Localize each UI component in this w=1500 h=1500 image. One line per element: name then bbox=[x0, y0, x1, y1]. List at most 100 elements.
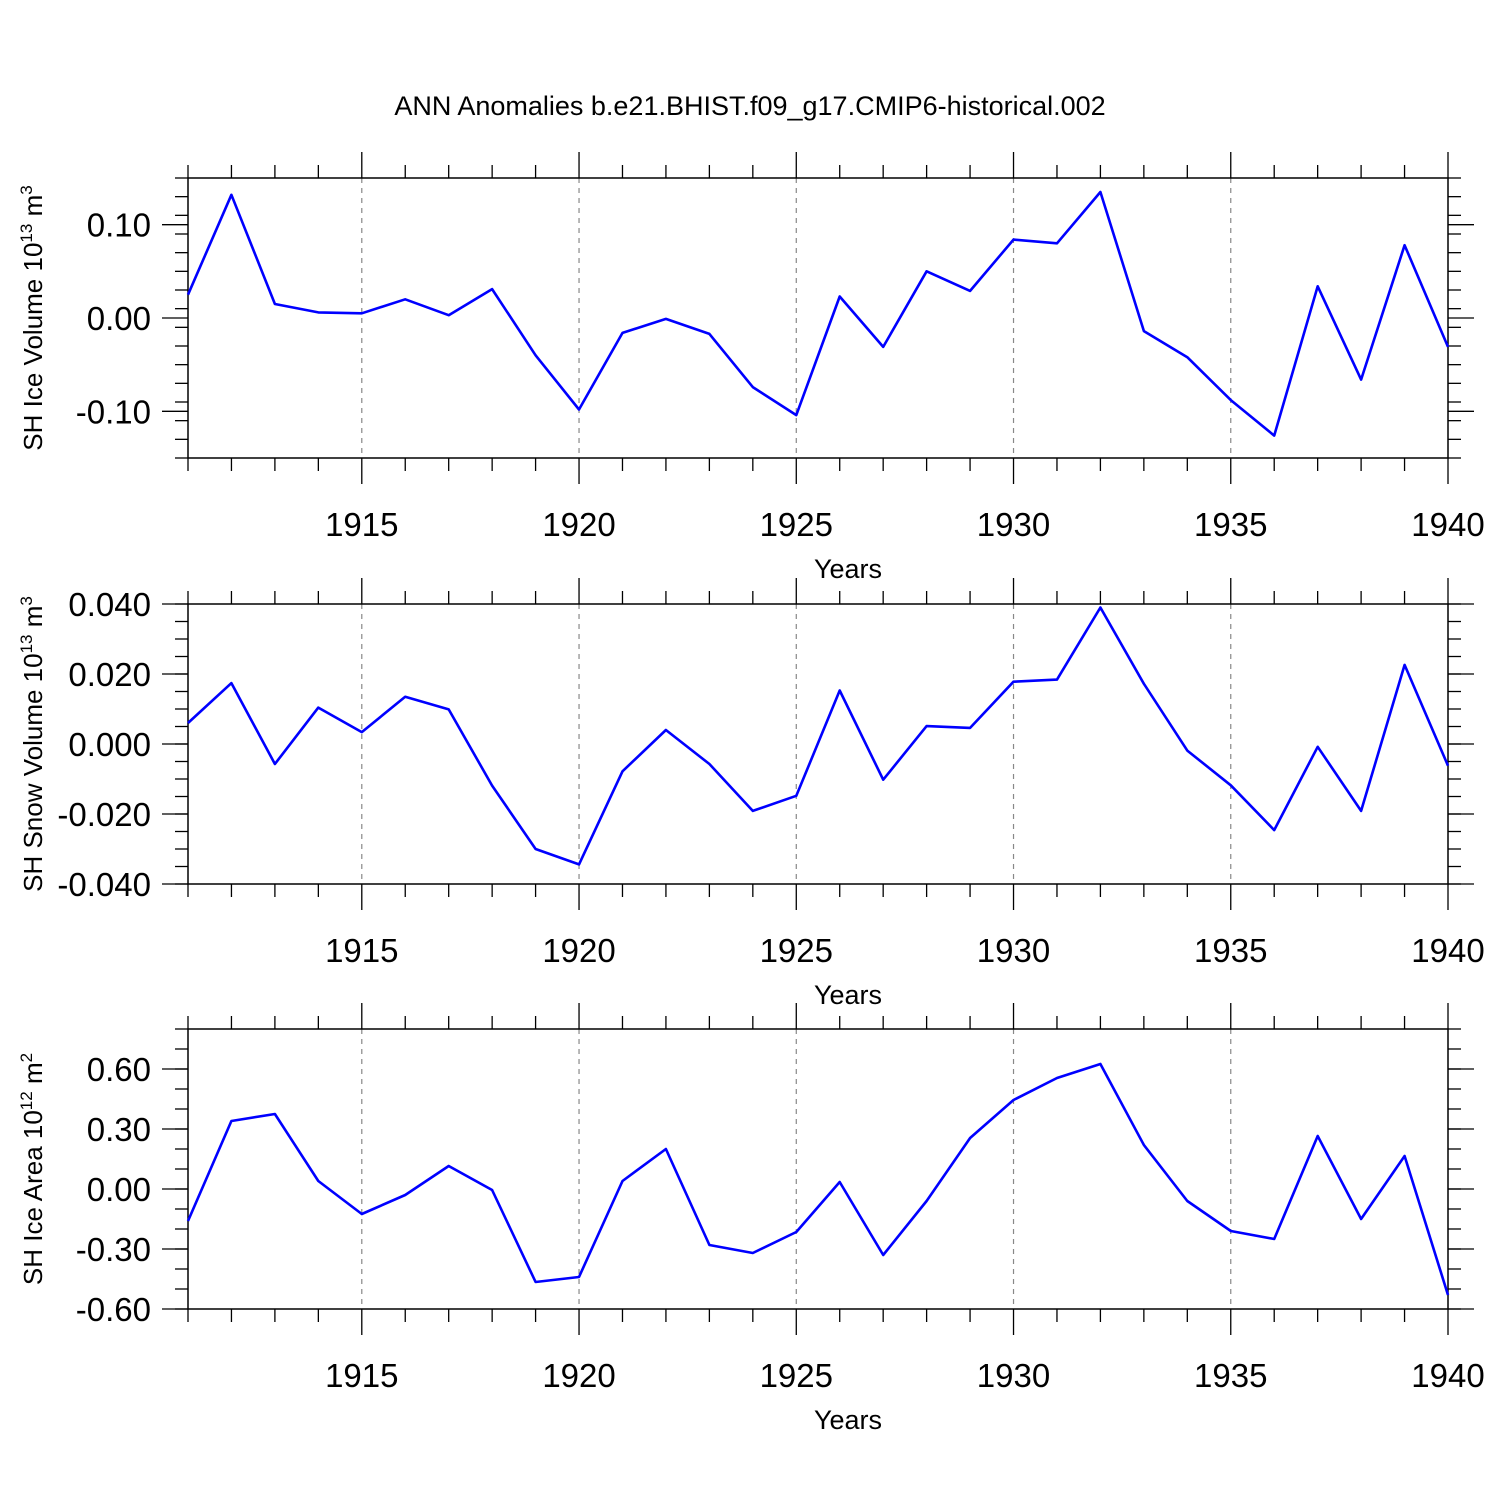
data-point bbox=[1229, 1229, 1233, 1233]
data-point bbox=[403, 297, 407, 301]
data-point bbox=[1055, 678, 1059, 682]
data-point bbox=[447, 1164, 451, 1168]
data-point bbox=[1142, 329, 1146, 333]
chart-panel-3: 1915 1920 1925 1930 1935 1940 Years -0.60 -0.30 0… bbox=[17, 1003, 1485, 1435]
x-tick-label: 1935 bbox=[1194, 1357, 1267, 1394]
data-point bbox=[490, 1188, 494, 1192]
data-point bbox=[447, 313, 451, 317]
data-point bbox=[1272, 434, 1276, 438]
y-tick-label: -0.60 bbox=[76, 1291, 151, 1328]
data-point bbox=[1098, 190, 1102, 194]
y-tick-label: 0.30 bbox=[87, 1111, 151, 1148]
data-point bbox=[1359, 1217, 1363, 1221]
data-point bbox=[968, 1136, 972, 1140]
data-point bbox=[534, 1280, 538, 1284]
data-point bbox=[707, 332, 711, 336]
data-point bbox=[1012, 680, 1016, 684]
data-point bbox=[186, 1219, 190, 1223]
data-point bbox=[881, 1253, 885, 1257]
data-point bbox=[316, 706, 320, 710]
x-tick-label: 1935 bbox=[1194, 506, 1267, 543]
y-tick-label: 0.000 bbox=[68, 726, 151, 763]
data-point bbox=[1272, 828, 1276, 832]
data-point bbox=[1446, 345, 1450, 349]
data-point bbox=[968, 726, 972, 730]
data-point bbox=[403, 695, 407, 699]
data-point bbox=[1403, 1154, 1407, 1158]
data-point bbox=[794, 413, 798, 417]
data-point bbox=[1229, 783, 1233, 787]
data-point bbox=[1055, 1076, 1059, 1080]
y-axis-label-unit-exponent: 3 bbox=[17, 596, 36, 605]
data-point bbox=[1185, 749, 1189, 753]
series-line bbox=[187, 606, 1450, 866]
y-tick-label: 0.020 bbox=[68, 656, 151, 693]
y-axis-label-unit: m bbox=[18, 195, 48, 224]
data-point bbox=[1316, 745, 1320, 749]
data-point bbox=[1142, 1143, 1146, 1147]
data-point bbox=[316, 1179, 320, 1183]
data-point bbox=[664, 1147, 668, 1151]
y-axis-label-text: SH Ice Volume 10 bbox=[18, 243, 48, 451]
data-point bbox=[273, 1112, 277, 1116]
data-point bbox=[1316, 284, 1320, 288]
data-point bbox=[1142, 682, 1146, 686]
data-point bbox=[1359, 809, 1363, 813]
x-tick-label: 1925 bbox=[760, 1357, 833, 1394]
x-tick-label: 1930 bbox=[977, 1357, 1050, 1394]
data-point bbox=[751, 385, 755, 389]
data-point bbox=[577, 407, 581, 411]
data-point bbox=[577, 862, 581, 866]
y-axis-label-unit-exponent: 3 bbox=[17, 185, 36, 194]
y-axis-label-unit: m bbox=[18, 606, 48, 635]
data-point bbox=[360, 1212, 364, 1216]
x-tick-label: 1940 bbox=[1411, 506, 1484, 543]
data-point bbox=[1055, 241, 1059, 245]
y-axis-label-text: SH Snow Volume 10 bbox=[18, 653, 48, 891]
data-point bbox=[881, 345, 885, 349]
data-point bbox=[273, 302, 277, 306]
x-tick-label: 1935 bbox=[1194, 932, 1267, 969]
data-point bbox=[751, 809, 755, 813]
data-point bbox=[360, 730, 364, 734]
data-point bbox=[229, 1119, 233, 1123]
data-point bbox=[490, 287, 494, 291]
y-tick-label: -0.10 bbox=[76, 393, 151, 430]
data-point bbox=[838, 1180, 842, 1184]
data-point bbox=[447, 707, 451, 711]
x-tick-label: 1920 bbox=[542, 932, 615, 969]
data-point bbox=[316, 310, 320, 314]
data-point bbox=[707, 762, 711, 766]
plot-frame bbox=[187, 177, 1449, 459]
data-point bbox=[838, 688, 842, 692]
data-point bbox=[1098, 606, 1102, 610]
data-point bbox=[751, 1251, 755, 1255]
y-tick-label: -0.040 bbox=[57, 866, 151, 903]
data-point bbox=[1012, 238, 1016, 242]
data-point bbox=[1316, 1134, 1320, 1138]
chart-panel-2: 1915 1920 1925 1930 1935 1940 Years -0.040 -0.02… bbox=[17, 578, 1485, 1010]
data-point bbox=[838, 295, 842, 299]
data-point bbox=[1098, 1062, 1102, 1066]
data-point bbox=[925, 269, 929, 273]
y-axis-label-exponent: 12 bbox=[17, 1091, 36, 1110]
data-point bbox=[620, 1179, 624, 1183]
x-tick-label: 1915 bbox=[325, 932, 398, 969]
figure-title: ANN Anomalies b.e21.BHIST.f09_g17.CMIP6-… bbox=[394, 91, 1105, 121]
data-point bbox=[1229, 398, 1233, 402]
y-axis-label: SH Ice Volume 1013 m3 bbox=[17, 185, 48, 450]
y-axis-label-exponent: 13 bbox=[17, 224, 36, 243]
y-axis-label: SH Ice Area 1012 m2 bbox=[17, 1053, 48, 1285]
data-point bbox=[1012, 1098, 1016, 1102]
chart-panel-1: 1915 1920 1925 1930 1935 1940 Years -0.10 0.00 0.… bbox=[17, 152, 1485, 584]
data-point bbox=[577, 1275, 581, 1279]
x-tick-label: 1940 bbox=[1411, 1357, 1484, 1394]
plot-frame bbox=[187, 1028, 1449, 1310]
data-point bbox=[186, 293, 190, 297]
data-point bbox=[229, 193, 233, 197]
x-tick-label: 1915 bbox=[325, 1357, 398, 1394]
y-tick-label: 0.10 bbox=[87, 207, 151, 244]
y-axis-label: SH Snow Volume 1013 m3 bbox=[17, 596, 48, 892]
data-point bbox=[1272, 1237, 1276, 1241]
